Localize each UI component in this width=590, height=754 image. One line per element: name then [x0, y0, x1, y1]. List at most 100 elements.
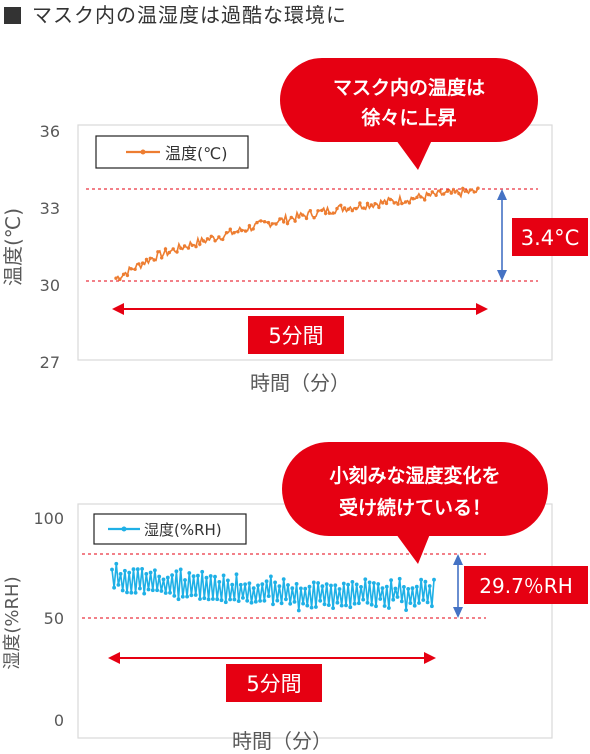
- data-point: [421, 598, 426, 602]
- data-point: [118, 277, 122, 282]
- y-tick-label: 36: [40, 122, 60, 141]
- data-point: [186, 246, 191, 250]
- temperature-series: [114, 186, 480, 282]
- data-point: [180, 594, 185, 599]
- data-point: [476, 186, 480, 190]
- data-point: [305, 603, 310, 608]
- data-point: [144, 257, 149, 262]
- data-point: [230, 582, 235, 587]
- data-point: [170, 573, 175, 577]
- data-point: [211, 597, 215, 601]
- data-point: [376, 582, 381, 586]
- data-point: [361, 597, 366, 602]
- data-point: [240, 228, 244, 233]
- data-point: [354, 206, 358, 211]
- data-point: [358, 201, 362, 205]
- humidity-chart: 100 50 0 湿度(%RH) 時間（分） 湿度(%RH) 29.7％RH 5…: [2, 442, 588, 753]
- data-point: [129, 590, 134, 595]
- data-point: [189, 593, 194, 598]
- data-point: [163, 591, 168, 595]
- data-point: [255, 220, 259, 225]
- delta-label: 3.4°C: [521, 226, 580, 250]
- data-point: [299, 586, 303, 591]
- data-point: [372, 581, 376, 585]
- data-point: [410, 586, 415, 591]
- callout-line-2: 受け続けている！: [339, 496, 491, 519]
- data-point: [135, 567, 140, 572]
- legend-label: 温度(℃): [165, 144, 227, 163]
- data-point: [285, 221, 290, 226]
- data-point: [243, 229, 248, 233]
- callout-line-1: 小刻みな湿度変化を: [329, 464, 500, 487]
- data-point: [329, 583, 333, 588]
- data-point: [232, 597, 237, 602]
- data-point: [373, 202, 377, 206]
- data-point: [461, 186, 465, 191]
- data-point: [357, 601, 361, 606]
- data-point: [175, 250, 179, 254]
- data-point: [159, 589, 164, 593]
- data-point: [153, 568, 157, 573]
- data-point: [191, 574, 196, 579]
- data-point: [425, 600, 430, 605]
- data-point: [403, 200, 408, 204]
- data-point: [365, 600, 370, 605]
- data-point: [182, 244, 187, 248]
- data-point: [140, 567, 145, 571]
- data-point: [245, 598, 250, 603]
- data-point: [374, 604, 378, 609]
- data-point: [205, 237, 210, 241]
- data-point: [269, 574, 273, 579]
- data-point: [213, 239, 217, 243]
- delta-arrow: [497, 189, 507, 281]
- data-point: [137, 262, 141, 266]
- data-point: [307, 584, 312, 589]
- data-point: [275, 598, 280, 603]
- x-axis-title: 時間（分）: [250, 371, 350, 395]
- data-point: [200, 569, 205, 574]
- data-point: [221, 573, 226, 578]
- data-point: [249, 600, 254, 605]
- data-point: [382, 604, 387, 608]
- data-point: [331, 606, 335, 610]
- data-point: [172, 594, 177, 598]
- data-point: [333, 583, 338, 588]
- data-point: [335, 600, 340, 605]
- data-point: [157, 574, 162, 579]
- data-point: [363, 577, 368, 582]
- data-point: [286, 583, 290, 587]
- data-point: [258, 599, 262, 603]
- data-point: [271, 602, 275, 607]
- data-point: [114, 561, 119, 566]
- data-point: [427, 584, 432, 588]
- legend: 湿度(%RH): [93, 513, 247, 545]
- data-point: [262, 220, 267, 224]
- data-point: [378, 597, 383, 601]
- data-point: [309, 605, 314, 610]
- data-point: [384, 201, 389, 206]
- data-point: [293, 219, 297, 223]
- data-point: [415, 195, 419, 199]
- data-point: [296, 608, 301, 613]
- data-point: [148, 570, 153, 575]
- data-point: [152, 258, 156, 262]
- legend-label: 湿度(%RH): [144, 521, 222, 539]
- data-point: [442, 192, 446, 196]
- span-label-box: [226, 664, 322, 702]
- data-point: [453, 190, 457, 194]
- data-point: [318, 598, 323, 603]
- data-point: [201, 239, 206, 243]
- data-point: [155, 588, 160, 593]
- data-point: [339, 603, 344, 608]
- data-point: [294, 582, 299, 586]
- data-point: [206, 597, 211, 602]
- data-point: [348, 605, 353, 610]
- data-point: [121, 272, 126, 276]
- data-point: [262, 598, 267, 603]
- data-point: [185, 594, 190, 599]
- data-point: [178, 567, 183, 572]
- data-point: [138, 586, 142, 591]
- data-point: [190, 243, 194, 247]
- x-axis-title: 時間（分）: [232, 729, 332, 753]
- data-point: [292, 600, 297, 604]
